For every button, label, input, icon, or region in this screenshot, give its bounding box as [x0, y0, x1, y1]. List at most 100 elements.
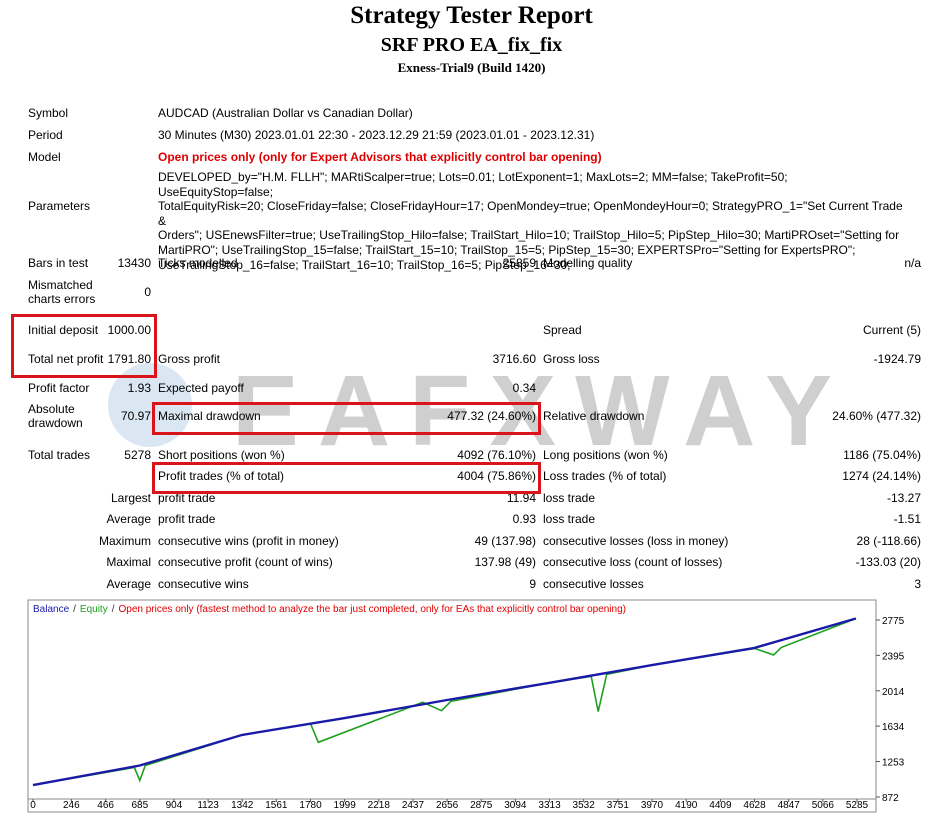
info-value: Open prices only (only for Expert Adviso… [158, 150, 602, 164]
legend-note: Open prices only (fastest method to anal… [119, 604, 627, 615]
stat-value: 28 (-118.66) [856, 534, 921, 548]
x-tick-label: 4190 [675, 800, 698, 811]
stat-value: 25859 [502, 256, 536, 270]
stat-value: Largest [110, 491, 151, 505]
param-text: DEVELOPED_by="H.M. FLLH"; MARtiScalper=t… [158, 170, 903, 272]
stat-label: Relative drawdown [543, 409, 645, 423]
stat-value: n/a [904, 256, 921, 270]
x-tick-label: 3970 [641, 800, 664, 811]
stat-label: consecutive loss (count of losses) [543, 555, 723, 569]
y-tick-label: 2395 [882, 651, 905, 662]
stat-label: Short positions (won %) [158, 448, 285, 462]
stat-label: profit trade [158, 512, 216, 526]
stat-value: 4004 (75.86%) [457, 469, 536, 483]
x-tick-label: 466 [97, 800, 114, 811]
stat-value: Maximum [98, 534, 151, 548]
stat-value: 13430 [117, 256, 151, 270]
param-label: Parameters [28, 199, 91, 213]
stat-label: Profit trades (% of total) [158, 469, 285, 483]
param-line: UseTrailingStop_16=false; TrailStart_16=… [158, 257, 571, 272]
stat-label: Loss trades (% of total) [543, 469, 667, 483]
legend-entry: Balance [33, 604, 70, 615]
x-tick-label: 3532 [573, 800, 596, 811]
stat-label: consecutive wins (profit in money) [158, 534, 339, 548]
highlight-box [152, 402, 541, 435]
stat-value: 137.98 (49) [474, 555, 536, 569]
stat-value: 1186 (75.04%) [843, 448, 921, 462]
stat-value: 1000.00 [107, 323, 151, 337]
stat-value: 24.60% (477.32) [832, 409, 921, 423]
watermark-logo [108, 363, 192, 447]
stat-value: 0 [144, 285, 151, 299]
y-tick-label: 872 [882, 793, 899, 804]
stat-label: consecutive losses (loss in money) [543, 534, 729, 548]
x-tick-label: 0 [30, 800, 36, 811]
stat-value: -1.51 [893, 512, 921, 526]
legend-entry: Equity [80, 604, 108, 615]
stat-value: Current (5) [862, 323, 921, 337]
stat-value: Average [106, 577, 151, 591]
stat-value: Maximal [106, 555, 151, 569]
info-value: AUDCAD (Australian Dollar vs Canadian Do… [158, 106, 413, 120]
stat-label: Total trades [28, 448, 91, 462]
y-tick-label: 2014 [882, 687, 905, 698]
param-line: Orders"; USEnewsFilter=true; UseTrailing… [158, 228, 900, 243]
info-value: 30 Minutes (M30) 2023.01.01 22:30 - 2023… [158, 128, 595, 142]
info-label: Period [28, 128, 63, 142]
stat-label: consecutive profit (count of wins) [158, 555, 333, 569]
stat-value: -133.03 (20) [855, 555, 921, 569]
highlight-box [152, 462, 541, 494]
x-tick-label: 246 [63, 800, 80, 811]
stat-label: loss trade [543, 491, 596, 505]
x-tick-label: 3751 [607, 800, 630, 811]
stat-value: 1274 (24.14%) [842, 469, 921, 483]
series-line [32, 617, 857, 787]
stat-label: Modelling quality [543, 256, 633, 270]
stat-value: 1791.80 [107, 352, 151, 366]
x-tick-label: 1780 [299, 800, 322, 811]
server-info: Exness-Trial9 (Build 1420) [397, 60, 546, 75]
stat-value: 3716.60 [492, 352, 536, 366]
x-tick-label: 5066 [812, 800, 835, 811]
stat-value: 3 [914, 577, 921, 591]
x-tick-label: 3094 [504, 800, 527, 811]
y-tick-label: 1634 [882, 722, 905, 733]
x-tick-label: 1561 [265, 800, 288, 811]
stat-label: Maximal drawdown [158, 409, 261, 423]
x-tick-label: 1342 [231, 800, 254, 811]
stat-value: 5278 [124, 448, 151, 462]
stat-label: Gross loss [543, 352, 600, 366]
watermark: EAFXWAY [232, 355, 832, 467]
x-tick-label: 4628 [743, 800, 766, 811]
y-tick-label: 1253 [882, 758, 905, 769]
x-tick-label: 3313 [538, 800, 561, 811]
x-tick-label: 2656 [436, 800, 459, 811]
x-tick-label: 4847 [778, 800, 801, 811]
stat-label: consecutive wins [158, 577, 249, 591]
report-title: Strategy Tester Report [350, 2, 593, 29]
stat-value: 49 (137.98) [474, 534, 536, 548]
stat-value: Average [106, 512, 151, 526]
stat-label: Expected payoff [158, 381, 244, 395]
y-tick-label: 2775 [882, 616, 905, 627]
info-label: Symbol [28, 106, 69, 120]
stat-value: 11.94 [506, 491, 536, 505]
stat-label: Bars in test [28, 256, 89, 270]
stat-value: 9 [529, 577, 536, 591]
highlight-box [11, 314, 157, 378]
stat-label: consecutive losses [543, 577, 644, 591]
x-tick-label: 2437 [402, 800, 425, 811]
x-tick-label: 1123 [197, 800, 219, 811]
stat-label: Mismatched charts errors [28, 278, 96, 306]
stat-label: loss trade [543, 512, 596, 526]
stat-value: -1924.79 [873, 352, 921, 366]
x-tick-label: 1999 [334, 800, 357, 811]
stat-label: Absolute drawdown [28, 402, 83, 430]
stat-label: Initial deposit [28, 323, 99, 337]
stat-label: Total net profit [28, 352, 104, 366]
stat-label: Ticks modelled [158, 256, 238, 270]
stat-label: Profit factor [28, 381, 90, 395]
